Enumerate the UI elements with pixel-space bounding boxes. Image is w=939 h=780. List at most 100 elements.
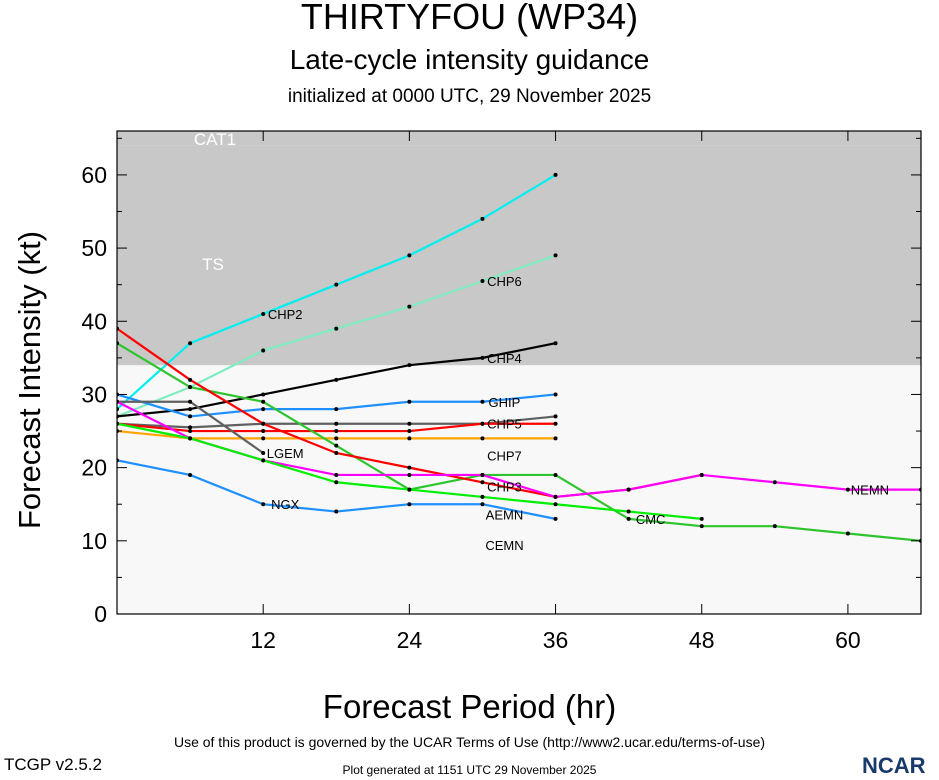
data-point: [407, 465, 412, 470]
data-point: [480, 436, 485, 441]
data-point: [261, 436, 266, 441]
x-tick-label: 48: [689, 627, 715, 653]
x-tick-label: 12: [250, 627, 276, 653]
band-cat1: [117, 131, 921, 146]
data-point: [334, 480, 339, 485]
data-point: [553, 472, 558, 477]
data-point: [261, 502, 266, 507]
data-point: [261, 458, 266, 463]
data-point: [480, 472, 485, 477]
data-point: [480, 399, 485, 404]
data-point: [772, 480, 777, 485]
data-point: [188, 377, 193, 382]
data-point: [480, 494, 485, 499]
data-point: [626, 487, 631, 492]
terms-of-use: Use of this product is governed by the U…: [173, 734, 766, 750]
data-point: [845, 531, 850, 536]
series-label: AEMN: [486, 507, 524, 522]
data-point: [480, 502, 485, 507]
data-point: [188, 407, 193, 412]
data-point: [407, 436, 412, 441]
data-point: [480, 216, 485, 221]
data-point: [261, 421, 266, 426]
data-point: [188, 436, 193, 441]
data-point: [480, 279, 485, 284]
data-point: [845, 487, 850, 492]
data-point: [334, 509, 339, 514]
data-point: [334, 436, 339, 441]
y-tick-label: 10: [81, 528, 107, 554]
data-point: [553, 392, 558, 397]
data-point: [553, 436, 558, 441]
x-tick-label: 36: [543, 627, 569, 653]
data-point: [407, 363, 412, 368]
data-point: [407, 304, 412, 309]
series-label: NGX: [271, 497, 300, 512]
data-point: [261, 407, 266, 412]
x-tick-label: 24: [397, 627, 423, 653]
data-point: [261, 399, 266, 404]
y-tick-label: 0: [94, 601, 107, 627]
data-point: [699, 516, 704, 521]
data-point: [407, 253, 412, 258]
data-point: [626, 516, 631, 521]
data-point: [407, 502, 412, 507]
band-ts: [117, 145, 921, 366]
generated-time: Plot generated at 1151 UTC 29 November 2…: [342, 763, 597, 777]
band-label: CAT1: [194, 130, 236, 149]
data-point: [772, 524, 777, 529]
version-label: TCGP v2.5.2: [4, 755, 102, 774]
data-point: [699, 472, 704, 477]
series-label: CEMN: [485, 538, 523, 553]
series-label: CMC: [636, 512, 666, 527]
data-point: [334, 407, 339, 412]
series-label: CHP2: [268, 307, 303, 322]
data-point: [626, 509, 631, 514]
data-point: [188, 385, 193, 390]
data-point: [334, 443, 339, 448]
chart-subtitle: Late-cycle intensity guidance: [289, 44, 650, 75]
data-point: [334, 472, 339, 477]
data-point: [480, 355, 485, 360]
data-point: [553, 253, 558, 258]
data-point: [261, 451, 266, 455]
series-label: GHIP: [489, 395, 521, 410]
data-point: [553, 421, 558, 426]
data-point: [261, 311, 266, 316]
y-tick-label: 50: [81, 235, 107, 261]
series-label: CHP4: [487, 351, 522, 366]
data-point: [261, 392, 266, 397]
data-point: [261, 429, 266, 434]
data-point: [699, 524, 704, 529]
x-tick-label: 60: [835, 627, 861, 653]
data-point: [261, 348, 266, 353]
ncar-logo: NCAR: [862, 753, 926, 778]
data-point: [334, 421, 339, 426]
data-point: [553, 502, 558, 507]
data-point: [188, 472, 193, 477]
series-label: CHP5: [487, 417, 522, 432]
x-axis-label: Forecast Period (hr): [322, 688, 617, 725]
data-point: [407, 399, 412, 404]
data-point: [334, 326, 339, 331]
init-time: initialized at 0000 UTC, 29 November 202…: [287, 86, 652, 107]
series-label: CHP3: [487, 479, 522, 494]
series-labels: CHP2 CHP6 CHP4 GHIP CHP5 CHP7 CHP3 LGEM CMC AEMN N…: [267, 274, 889, 553]
y-tick-label: 40: [81, 308, 107, 334]
series-line-cmc: [117, 342, 921, 542]
data-point: [334, 429, 339, 434]
series-group: [117, 172, 921, 543]
data-point: [407, 421, 412, 426]
data-point: [407, 487, 412, 492]
series-label: CHP6: [487, 274, 522, 289]
chart-title: THIRTYFOU (WP34): [300, 0, 639, 37]
data-point: [480, 480, 485, 485]
data-point: [334, 377, 339, 382]
data-point: [553, 341, 558, 346]
y-tick-label: 20: [81, 455, 107, 481]
data-point: [188, 399, 193, 404]
data-point: [553, 414, 558, 419]
data-point: [188, 429, 193, 434]
data-point: [334, 451, 339, 455]
